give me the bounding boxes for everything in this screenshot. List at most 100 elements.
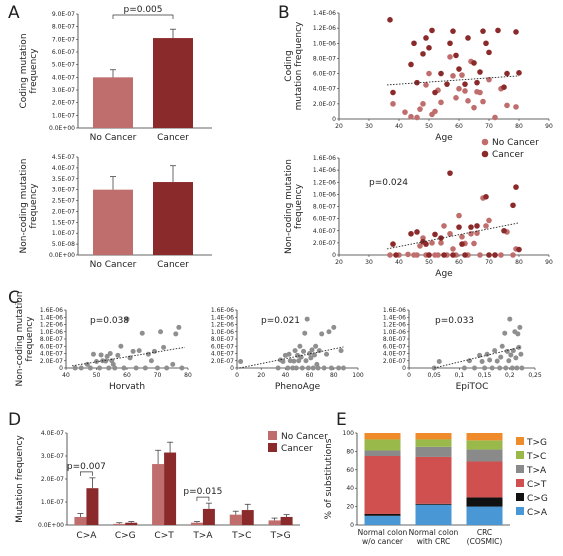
point-sample <box>298 354 304 360</box>
point-no-cancer <box>423 82 429 88</box>
y-tick-label: 0.0E+00 <box>38 522 64 529</box>
y-tick-label: 4.0E-07 <box>313 86 336 93</box>
segment-c-to-t <box>364 456 401 514</box>
point-sample <box>290 365 296 371</box>
point-cancer <box>474 79 480 86</box>
x-tick-label: 20 <box>335 123 343 130</box>
point-cancer <box>492 252 498 258</box>
y-tick-label: 60 <box>346 467 354 474</box>
x-axis-title: Horvath <box>109 382 145 392</box>
point-sample <box>499 343 505 349</box>
point-no-cancer <box>465 98 471 104</box>
point-no-cancer <box>459 72 465 78</box>
y-tick-label: 8.0E-07 <box>313 55 336 62</box>
x-tick-label: 90 <box>545 259 553 266</box>
point-sample <box>340 365 346 371</box>
x-category-label: (COSMIC) <box>467 537 503 546</box>
bar-cancer <box>164 452 177 525</box>
x-tick-label: 90 <box>545 123 553 130</box>
y-tick-label: 4.5E-07 <box>52 154 75 161</box>
x-tick-label: 40 <box>62 372 70 379</box>
point-cancer <box>513 184 519 190</box>
x-category-label: Cancer <box>157 133 189 143</box>
point-sample <box>142 365 148 371</box>
y-tick-label: 20 <box>346 504 354 511</box>
point-cancer <box>387 17 393 23</box>
x-tick-label: 80 <box>515 259 523 266</box>
point-sample <box>136 348 142 354</box>
point-no-cancer <box>513 104 519 110</box>
y-tick-label: 2.0E-07 <box>40 358 63 365</box>
point-sample <box>155 365 160 371</box>
point-no-cancer <box>477 252 483 258</box>
bar-no-cancer <box>152 464 165 525</box>
y-tick-label: 6.0E-07 <box>211 343 234 350</box>
point-sample <box>98 352 104 358</box>
point-cancer <box>450 252 456 258</box>
y-tick-label: 3.0E-07 <box>41 453 64 460</box>
legend-label: T>C <box>526 452 546 462</box>
x-tick-label: 80 <box>330 372 338 379</box>
point-sample <box>148 358 154 364</box>
segment-c-to-t <box>415 456 452 504</box>
y-tick-label: 2.0E-07 <box>41 476 64 483</box>
point-sample <box>121 365 127 371</box>
point-sample <box>319 331 325 337</box>
y-tick-label: 1.0E-06 <box>313 40 336 47</box>
point-sample <box>492 348 498 354</box>
point-cancer <box>477 69 483 75</box>
legend-label: No Cancer <box>492 138 539 148</box>
point-sample <box>161 344 167 350</box>
x-category-label: CRC <box>477 528 492 537</box>
bar-cancer <box>153 182 193 255</box>
point-sample <box>508 352 514 358</box>
y-tick-label: 6.0E-07 <box>40 343 63 350</box>
y-tick-label: 80 <box>346 448 354 455</box>
point-no-cancer <box>429 240 435 246</box>
point-sample <box>107 351 113 356</box>
point-cancer <box>408 61 414 68</box>
y-tick-label: 0 <box>332 116 336 123</box>
point-cancer <box>471 60 477 66</box>
legend-swatch-c-to-g <box>516 493 524 501</box>
panel-label-d: D <box>8 410 21 430</box>
x-tick-label: 50 <box>425 259 433 266</box>
point-no-cancer <box>435 252 441 258</box>
point-sample <box>515 331 521 337</box>
point-no-cancer <box>390 101 396 107</box>
point-sample <box>513 355 519 361</box>
bar-no-cancer <box>93 77 133 128</box>
point-sample <box>489 365 495 371</box>
y-tick-label: 0 <box>59 365 63 372</box>
panel-label-e: E <box>336 410 347 430</box>
point-no-cancer <box>486 217 492 224</box>
segment-t-to-g <box>415 433 452 440</box>
y-tick-label: 4.0E-07 <box>41 430 64 437</box>
x-category-label: No Cancer <box>90 133 137 143</box>
point-cancer <box>474 223 480 229</box>
x-tick-label: 20 <box>257 372 265 379</box>
y-tick-label: 4.0E-07 <box>383 351 406 358</box>
y-tick-label: 1.4E-06 <box>40 314 63 321</box>
legend-swatch-no-cancer <box>268 431 277 440</box>
point-sample <box>517 324 523 330</box>
p-value-annotation: p=0.033 <box>435 316 474 326</box>
point-sample <box>303 358 309 364</box>
point-no-cancer <box>462 88 468 94</box>
y-tick-label: 1.2E-06 <box>313 179 336 186</box>
significance-bracket <box>196 496 210 502</box>
point-sample <box>301 348 307 354</box>
p-value-annotation: p=0.015 <box>183 487 222 497</box>
point-cancer <box>423 241 429 247</box>
point-cancer <box>504 70 510 77</box>
point-sample <box>510 348 516 354</box>
point-no-cancer <box>426 70 432 77</box>
point-sample <box>72 365 78 371</box>
legend-swatch-cancer <box>268 443 277 452</box>
point-sample <box>287 358 293 364</box>
bar-no-cancer <box>190 522 203 525</box>
point-no-cancer <box>471 104 477 111</box>
x-category-label: T>A <box>192 531 213 541</box>
point-cancer <box>438 70 444 77</box>
point-sample <box>479 358 485 364</box>
